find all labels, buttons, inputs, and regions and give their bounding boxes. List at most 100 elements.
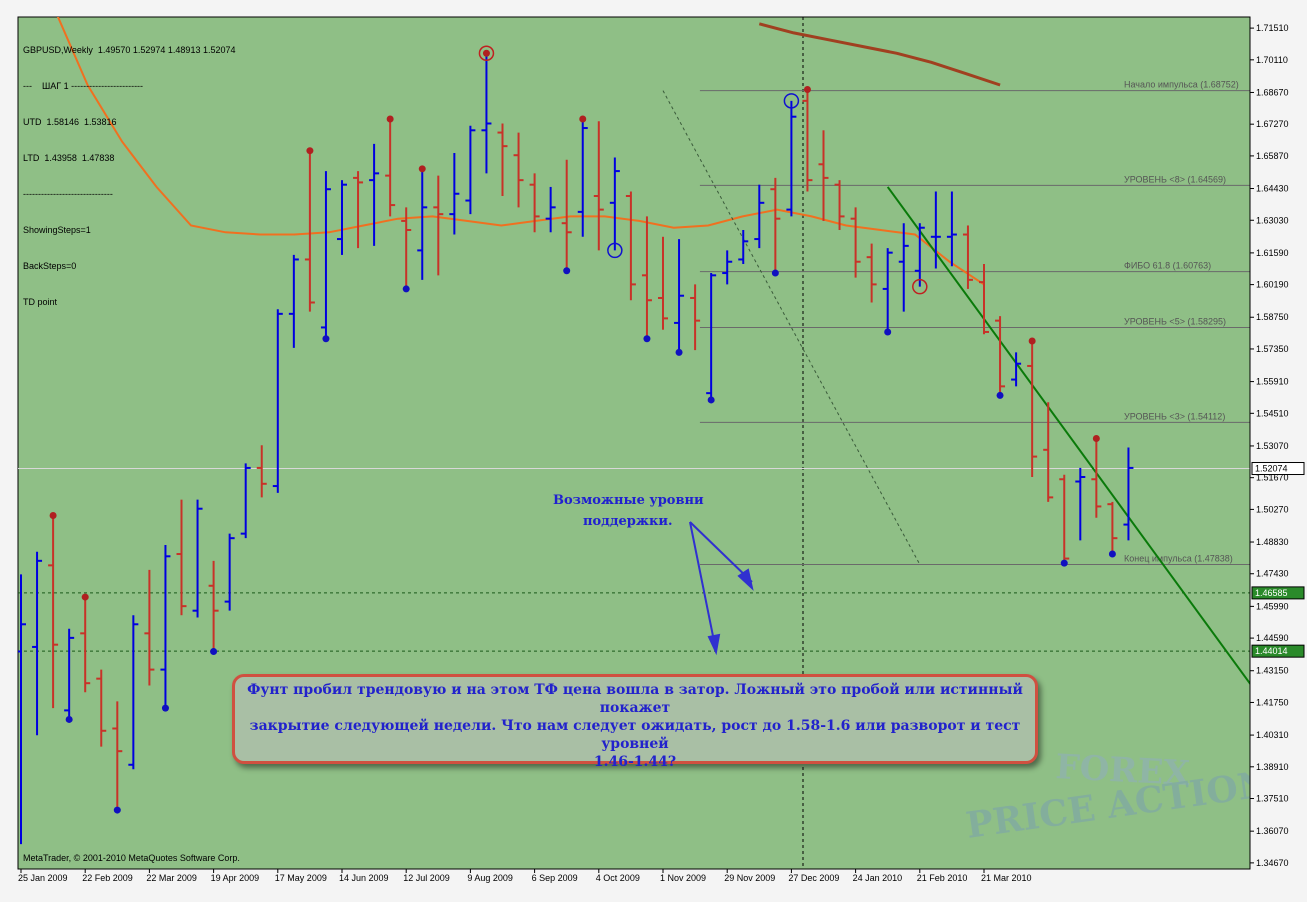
copyright-text: MetaTrader, © 2001-2010 MetaQuotes Softw…	[23, 853, 240, 863]
x-tick-label: 27 Dec 2009	[788, 873, 839, 883]
level-label: УРОВЕНЬ <8> (1.64569)	[1124, 174, 1226, 184]
td-point-low	[161, 704, 169, 712]
td-point-low	[210, 647, 218, 655]
level-label: УРОВЕНЬ <5> (1.58295)	[1124, 317, 1226, 327]
y-tick-label: 1.60190	[1256, 280, 1289, 290]
y-tick-label: 1.61590	[1256, 248, 1289, 258]
y-tick-label: 1.68670	[1256, 87, 1289, 97]
td-point-high	[1092, 434, 1100, 442]
level-label: Конец импульса (1.47838)	[1124, 554, 1233, 564]
y-tick-label: 1.47430	[1256, 569, 1289, 579]
y-tick-label: 1.45990	[1256, 601, 1289, 611]
support-annotation-line1: Возможные уровни	[553, 493, 704, 508]
td-point-high	[49, 512, 57, 520]
td-point-low	[996, 391, 1004, 399]
td-point-low	[322, 335, 330, 343]
support-price-marker	[1251, 644, 1305, 658]
callout-text: Фунт пробил трендовую и на этом ТФ цена …	[235, 681, 1035, 771]
x-tick-label: 25 Jan 2009	[18, 873, 68, 883]
level-label: ФИБО 61.8 (1.60763)	[1124, 261, 1211, 271]
info-back-steps: BackSteps=0	[23, 261, 77, 271]
td-point-low	[113, 806, 121, 814]
y-tick-label: 1.64430	[1256, 184, 1289, 194]
td-point-low	[1060, 559, 1068, 567]
x-tick-label: 1 Nov 2009	[660, 873, 706, 883]
td-point-low	[563, 267, 571, 275]
td-point-high	[482, 49, 490, 57]
td-point-low	[1108, 550, 1116, 558]
td-point-low	[771, 269, 779, 277]
x-tick-label: 21 Mar 2010	[981, 873, 1032, 883]
td-point-low	[402, 285, 410, 293]
callout-line1: Фунт пробил трендовую и на этом ТФ цена …	[247, 682, 1023, 716]
symbol-ohlc: GBPUSD,Weekly 1.49570 1.52974 1.48913 1.…	[23, 45, 236, 55]
td-point-high	[81, 593, 89, 601]
y-tick-label: 1.55910	[1256, 377, 1289, 387]
support-arrows	[689, 521, 754, 656]
y-tick-label: 1.54510	[1256, 408, 1289, 418]
td-point-low	[675, 348, 683, 356]
y-tick-label: 1.44590	[1256, 633, 1289, 643]
info-showing-steps: ShowingSteps=1	[23, 225, 91, 235]
y-tick-label: 1.50270	[1256, 504, 1289, 514]
y-tick-label: 1.43150	[1256, 666, 1289, 676]
y-tick-label: 1.70110	[1256, 55, 1288, 65]
x-tick-label: 22 Mar 2009	[146, 873, 197, 883]
x-tick-label: 29 Nov 2009	[724, 873, 775, 883]
y-tick-label: 1.63030	[1256, 215, 1289, 225]
y-tick-label: 1.51670	[1256, 473, 1289, 483]
td-point-low	[643, 335, 651, 343]
y-tick-label: 1.48830	[1256, 537, 1289, 547]
y-tick-label: 1.38910	[1256, 762, 1289, 772]
y-tick-label: 1.41750	[1256, 697, 1289, 707]
td-point-high	[803, 86, 811, 94]
highlighted-td-point	[783, 93, 800, 109]
indicator-info-panel: GBPUSD,Weekly 1.49570 1.52974 1.48913 1.…	[23, 20, 235, 332]
support-price-marker	[1251, 586, 1305, 600]
y-tick-label: 1.37510	[1256, 794, 1289, 804]
info-td-point: TD point	[23, 297, 58, 307]
callout-line3: 1.46-1.44?	[593, 754, 677, 770]
moving-average-fast	[56, 17, 985, 286]
highlighted-td-point	[478, 45, 495, 62]
y-tick-label: 1.34670	[1256, 858, 1289, 868]
y-tick-label: 1.57350	[1256, 344, 1289, 354]
td-point-low	[707, 396, 715, 404]
support-price-label: 1.46585	[1255, 588, 1288, 598]
x-tick-label: 14 Jun 2009	[339, 873, 389, 883]
info-step: --- ШАГ 1 ------------------------	[23, 81, 144, 91]
moving-average-slow	[758, 22, 1001, 87]
highlighted-td-point	[912, 278, 928, 295]
info-separator: ------------------------------	[23, 189, 113, 199]
td-point-high	[418, 165, 426, 173]
y-tick-label: 1.65870	[1256, 151, 1289, 161]
current-price-marker	[1251, 462, 1305, 476]
td-point-high	[1028, 337, 1036, 345]
x-tick-label: 9 Aug 2009	[467, 873, 513, 883]
info-utd: UTD 1.58146 1.53816	[23, 117, 117, 127]
y-tick-label: 1.67270	[1256, 119, 1289, 129]
current-price-label: 1.52074	[1255, 464, 1288, 474]
td-point-high	[579, 115, 587, 123]
td-point-high	[306, 147, 314, 155]
x-tick-label: 24 Jan 2010	[853, 873, 903, 883]
y-tick-label: 1.40310	[1256, 730, 1289, 740]
level-label: Начало импульса (1.68752)	[1124, 80, 1239, 90]
x-tick-label: 12 Jul 2009	[403, 873, 450, 883]
x-tick-label: 19 Apr 2009	[211, 873, 260, 883]
watermark-forex: FOREX	[1055, 747, 1192, 794]
y-tick-label: 1.36070	[1256, 826, 1289, 836]
level-label: УРОВЕНЬ <3> (1.54112)	[1124, 411, 1225, 421]
downtrend-line	[886, 186, 1250, 686]
td-point-high	[386, 115, 394, 123]
callout-line2: закрытие следующей недели. Что нам следу…	[249, 718, 1021, 752]
x-tick-label: 21 Feb 2010	[917, 873, 968, 883]
y-tick-label: 1.58750	[1256, 312, 1289, 322]
y-tick-label: 1.53070	[1256, 441, 1289, 451]
support-annotation-line2: поддержки.	[583, 514, 673, 529]
x-tick-label: 4 Oct 2009	[596, 873, 640, 883]
y-tick-label: 1.71510	[1256, 23, 1289, 33]
td-point-low	[884, 328, 892, 336]
support-price-label: 1.44014	[1255, 646, 1288, 656]
